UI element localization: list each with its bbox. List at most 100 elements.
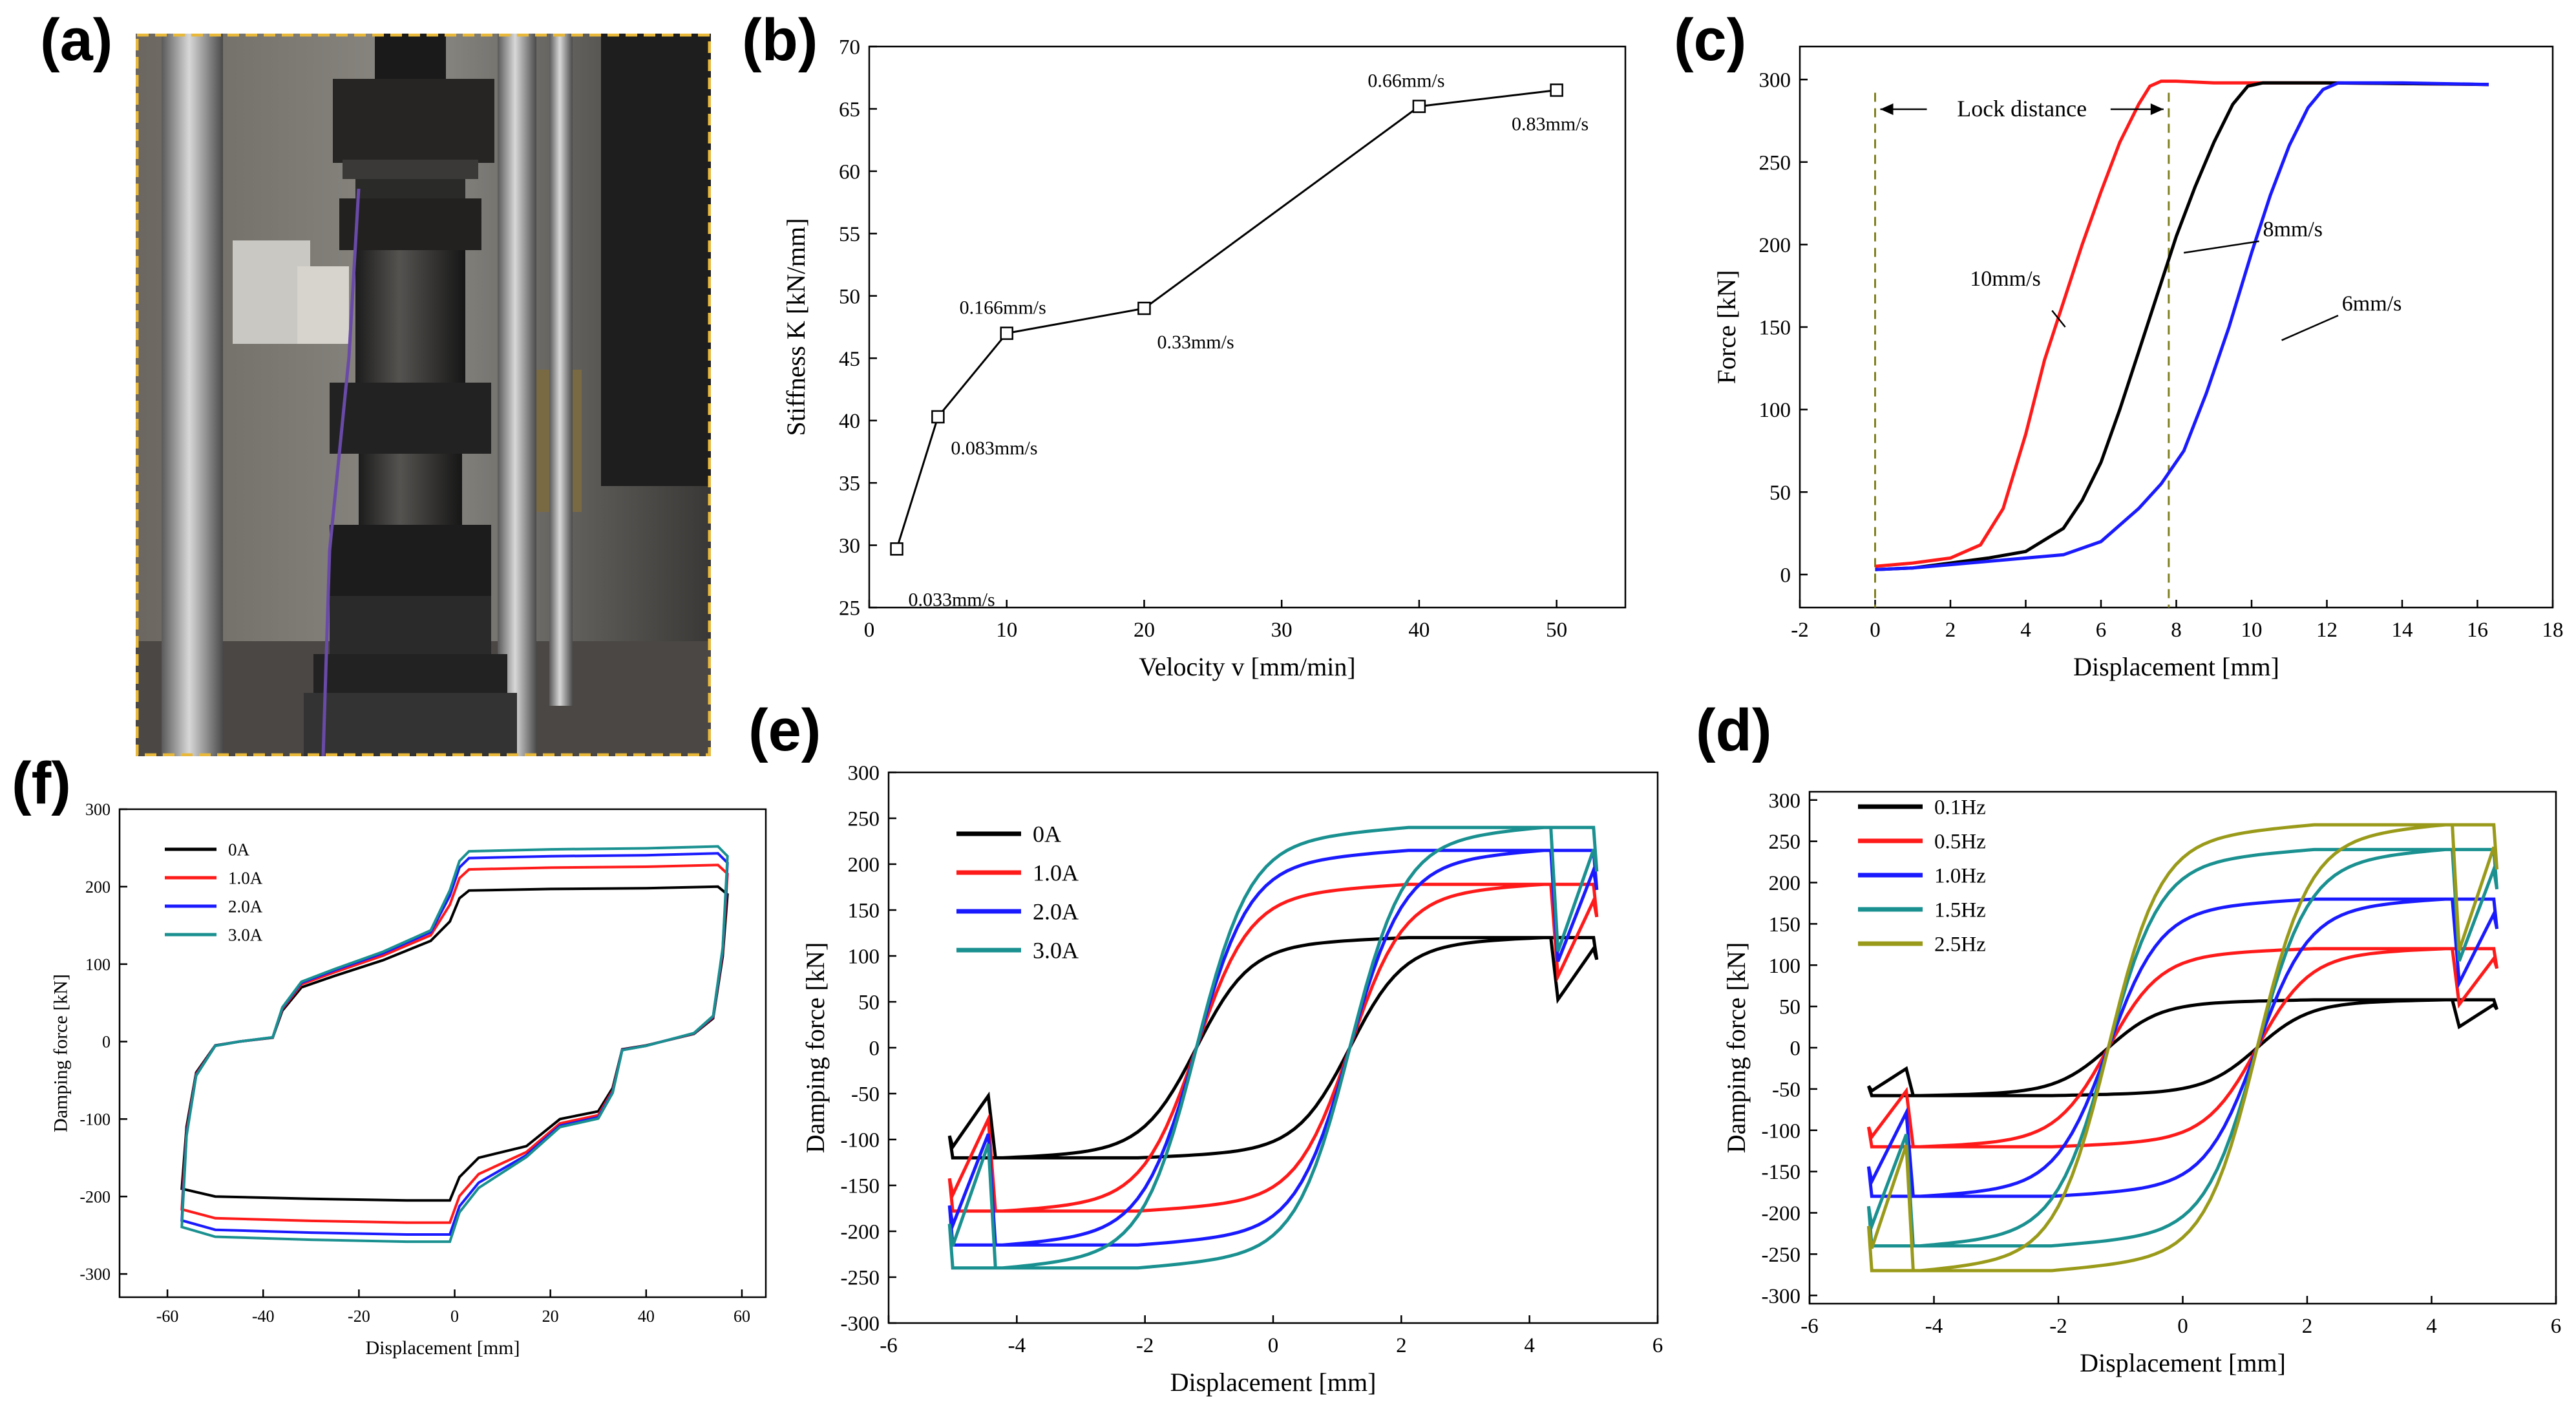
y-tick-label: 250 [1769, 831, 1801, 854]
hysteresis-loop [180, 864, 729, 1224]
hysteresis-chart-f: -60 -40 -20 0 20 40 60-300-200-1000100200300Di… [50, 800, 767, 1359]
x-tick-label: 4 [2020, 619, 2031, 642]
y-tick-label: 300 [1769, 789, 1801, 812]
hysteresis-loop [1866, 897, 2499, 1198]
stiffness-point [931, 410, 945, 424]
x-axis-label: Displacement [mm] [2080, 1348, 2286, 1377]
x-tick-label: 0 [1870, 619, 1881, 642]
y-tick-label: 25 [839, 597, 860, 620]
y-tick-label: 200 [1769, 872, 1801, 895]
x-axis-label: Velocity v [mm/min] [1139, 652, 1356, 681]
y-tick-label: 150 [1759, 317, 1791, 340]
x-tick-label: 40 [1408, 619, 1430, 642]
y-tick-label: 0 [102, 1033, 111, 1052]
legend-label: 2.0A [228, 896, 263, 916]
hysteresis-loop [180, 845, 729, 1244]
stiffness-point-label: 0.66mm/s [1367, 70, 1444, 92]
y-tick-label: -150 [841, 1175, 880, 1198]
y-tick-label: 40 [839, 410, 860, 433]
y-tick-label: -50 [851, 1083, 880, 1107]
legend-label: 2.0A [1033, 899, 1079, 925]
x-tick-label: -60 [156, 1307, 179, 1326]
x-tick-label: 12 [2316, 619, 2338, 642]
hysteresis-loop [180, 885, 729, 1202]
force-series-line [1875, 81, 2489, 571]
x-tick-label: -6 [880, 1334, 898, 1357]
lock-arrowhead-left [1880, 103, 1894, 116]
hysteresis-loop [1867, 998, 2498, 1097]
panel-label-e: (e) [748, 697, 821, 763]
y-tick-label: 100 [1769, 955, 1801, 978]
y-tick-label: 30 [839, 535, 860, 558]
x-tick-label: 16 [2467, 619, 2488, 642]
y-tick-label: -200 [79, 1187, 111, 1206]
y-axis-label: Damping force [kN] [801, 942, 830, 1154]
hysteresis-loop [947, 882, 1599, 1213]
y-tick-label: 65 [839, 98, 860, 122]
x-tick-label: 6 [2096, 619, 2107, 642]
x-tick-label: 0 [1268, 1334, 1279, 1357]
lock-distance-label: Lock distance [1957, 96, 2087, 122]
plot-frame [887, 771, 1659, 1324]
legend: 0.1Hz 0.5Hz 1.0Hz 1.5Hz 2.5Hz [1858, 796, 1986, 957]
y-tick-label: -300 [841, 1313, 880, 1336]
stiffness-point-label: 0.33mm/s [1157, 332, 1234, 353]
y-tick-label: -100 [841, 1129, 880, 1152]
legend-label: 0A [1033, 821, 1061, 847]
x-tick-label: 30 [1271, 619, 1293, 642]
stiffness-point [1137, 301, 1151, 315]
stiffness-point-label: 0.033mm/s [909, 589, 995, 610]
x-axis-label: Displacement [mm] [2073, 652, 2279, 681]
stiffness-point [1000, 326, 1013, 340]
force-series-label: 6mm/s [2342, 291, 2402, 315]
x-axis-label: Displacement [mm] [365, 1337, 520, 1359]
x-tick-label: 20 [542, 1307, 559, 1326]
panel-label-d: (d) [1696, 697, 1772, 763]
stiffness-point-label: 0.083mm/s [951, 438, 1037, 459]
y-tick-label: 150 [1769, 913, 1801, 937]
legend-label: 2.5Hz [1934, 933, 1986, 957]
stiffness-point [890, 542, 903, 556]
x-tick-label: -4 [1008, 1334, 1026, 1357]
hysteresis-loop [1866, 947, 2499, 1149]
y-tick-label: 300 [85, 800, 111, 819]
x-tick-label: 0 [450, 1307, 459, 1326]
legend-label: 0.1Hz [1934, 796, 1986, 820]
stiffness-point-label: 0.83mm/s [1512, 114, 1589, 135]
hysteresis-loop [1866, 847, 2499, 1248]
x-tick-label: -2 [1136, 1334, 1154, 1357]
stiffness-point [1550, 83, 1563, 97]
legend-label: 1.0Hz [1934, 865, 1986, 888]
y-tick-label: 300 [1759, 69, 1791, 92]
y-tick-label: 50 [839, 285, 860, 308]
y-tick-label: 0 [1780, 564, 1791, 587]
plot-frame [1808, 790, 2557, 1305]
force-series-label: 10mm/s [1970, 267, 2041, 291]
x-tick-label: 6 [2551, 1315, 2562, 1338]
legend-label: 1.5Hz [1934, 899, 1986, 922]
force-label-arrow [2051, 310, 2066, 328]
y-tick-label: 70 [839, 36, 860, 59]
y-tick-label: 50 [1779, 996, 1800, 1019]
x-tick-label: 50 [1546, 619, 1567, 642]
y-axis-label: Stiffness K [kN/mm] [781, 218, 810, 436]
x-tick-label: 0 [2177, 1315, 2188, 1338]
hysteresis-loop [947, 825, 1599, 1270]
y-axis-label: Damping force [kN] [50, 974, 71, 1132]
stiffness-chart: 0 10 20 30 40 50 25 30 35 40 45 50 55 60 65 70 Velocity … [781, 36, 1627, 681]
y-tick-label: -200 [1762, 1202, 1801, 1225]
y-tick-label: -100 [79, 1110, 111, 1129]
plot-frame [118, 808, 767, 1298]
plot-frame [868, 45, 1627, 609]
x-tick-label: 40 [638, 1307, 655, 1326]
x-tick-label: -2 [1791, 619, 1809, 642]
hysteresis-loop [947, 936, 1599, 1160]
x-tick-label: -20 [348, 1307, 370, 1326]
x-tick-label: 6 [1652, 1334, 1663, 1357]
x-tick-label: -6 [1800, 1315, 1819, 1338]
x-tick-label: 0 [864, 619, 875, 642]
y-tick-label: -200 [841, 1221, 880, 1244]
x-tick-label: 18 [2542, 619, 2564, 642]
y-tick-label: 50 [1769, 482, 1791, 505]
